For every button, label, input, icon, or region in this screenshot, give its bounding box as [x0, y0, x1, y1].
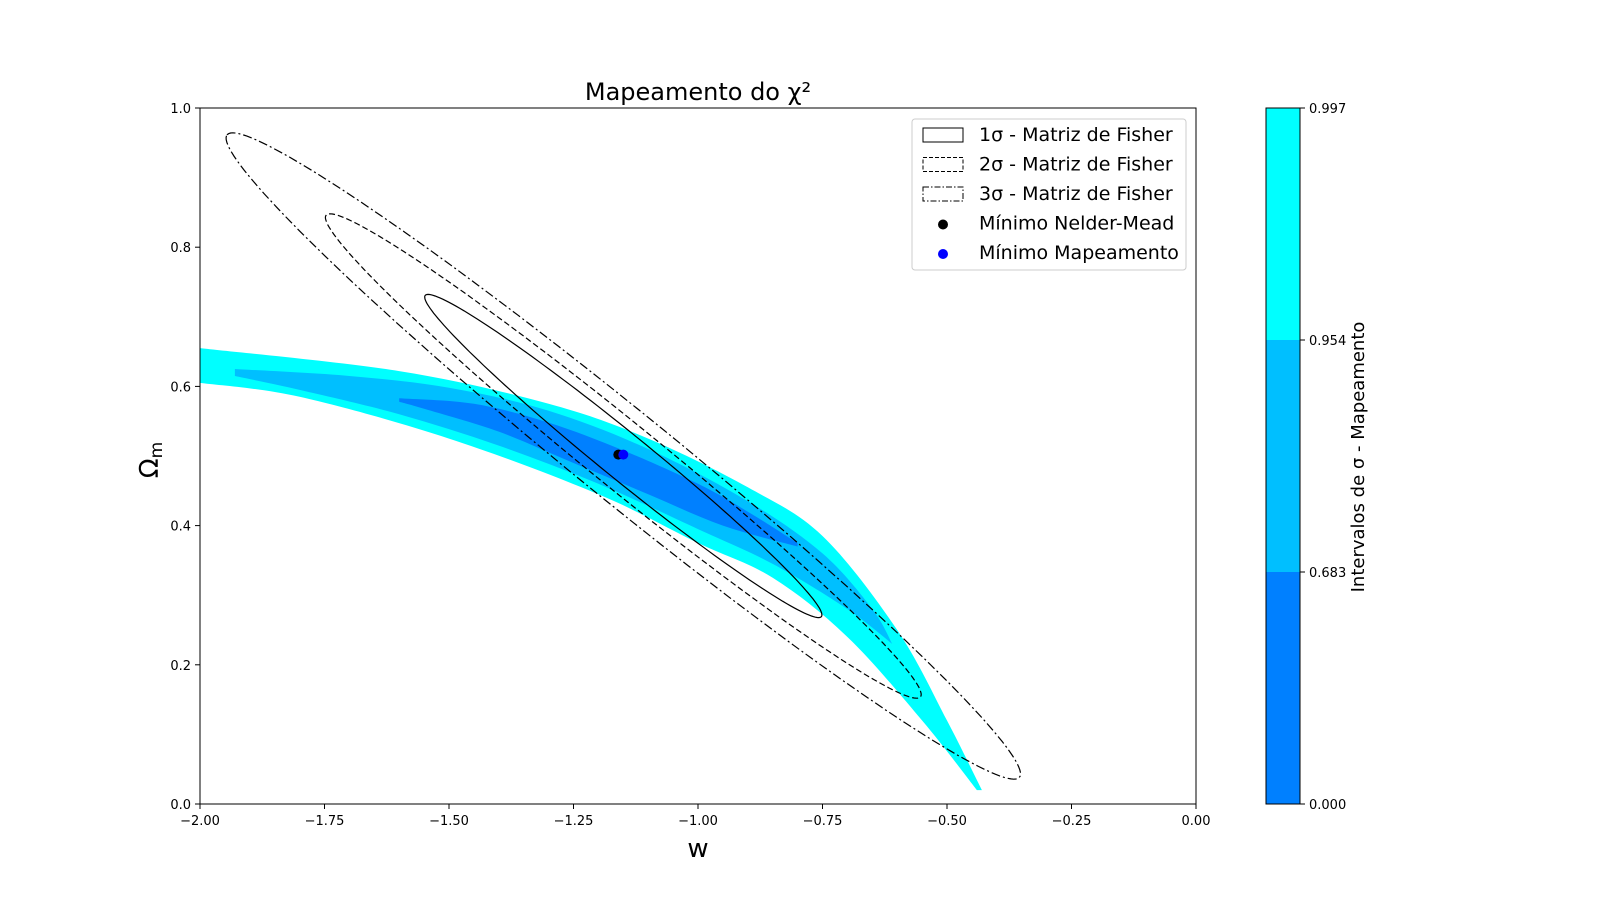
legend-box — [911, 118, 1187, 271]
y-tick-label: 0.4 — [170, 520, 191, 535]
x-tick-label: −1.75 — [305, 814, 345, 829]
legend-marker-4 — [938, 219, 948, 230]
colorbar-band-2 — [1266, 340, 1300, 572]
legend-label: Mínimo Nelder-Mead — [979, 213, 1174, 235]
colorbar-label: Intervalos de σ - Mapeamento — [1348, 322, 1369, 593]
y-tick-label: 0.8 — [170, 241, 191, 256]
mapping-minimum-point — [618, 449, 629, 460]
fisher-ellipses — [225, 132, 1022, 780]
y-tick-label: 0.0 — [170, 798, 191, 813]
legend-marker-5 — [938, 249, 948, 259]
fisher-ellipse-3sigma — [225, 132, 1022, 780]
colorbar-tick-label: 0.997 — [1309, 102, 1346, 117]
minimum-points — [613, 449, 629, 460]
x-axis-ticks: −2.00 −1.75 −1.50 −1.25 −1.00 −0.75 −0.50 −0.25… — [180, 804, 1210, 829]
y-tick-label: 1.0 — [170, 102, 191, 117]
y-axis-label: Ωm — [135, 442, 167, 478]
legend-swatch-3sigma — [922, 186, 964, 202]
y-axis-label-subscript: m — [147, 442, 167, 459]
y-axis-ticks: 0.0 0.2 0.4 0.6 0.8 1.0 — [170, 102, 200, 813]
x-axis-label: w — [687, 834, 708, 864]
y-tick-label: 0.6 — [170, 380, 191, 395]
fisher-ellipse-1sigma — [424, 293, 823, 619]
y-tick-label: 0.2 — [170, 659, 191, 674]
colorbar-frame — [1265, 107, 1301, 805]
fisher-ellipse-2sigma — [324, 213, 922, 699]
contour-region-2 — [234, 369, 893, 644]
colorbar: 0.000 0.683 0.954 0.997 — [1265, 102, 1346, 813]
legend-label: 2σ - Matriz de Fisher — [979, 154, 1173, 176]
x-tick-label: −1.00 — [678, 814, 718, 829]
legend-label: 3σ - Matriz de Fisher — [979, 183, 1173, 205]
x-tick-label: −1.25 — [554, 814, 594, 829]
plot-area: −2.00 −1.75 −1.50 −1.25 −1.00 −0.75 −0.50 −0.25… — [170, 102, 1210, 829]
colorbar-tick-label: 0.954 — [1309, 334, 1346, 349]
legend-label: 1σ - Matriz de Fisher — [979, 124, 1173, 146]
x-tick-label: −0.75 — [803, 814, 843, 829]
legend-label: Mínimo Mapeamento — [979, 242, 1179, 264]
y-axis-label-main: Ω — [135, 458, 165, 478]
colorbar-tick-label: 0.683 — [1309, 566, 1346, 581]
y-axis-label-group: Ωm — [135, 442, 167, 478]
x-tick-label: −0.25 — [1052, 814, 1092, 829]
x-tick-label: −0.50 — [927, 814, 967, 829]
x-tick-label: −1.50 — [429, 814, 469, 829]
sigma-contours — [200, 348, 982, 791]
legend: 1σ - Matriz de Fisher 2σ - Matriz de Fish… — [911, 118, 1187, 271]
colorbar-band-1 — [1266, 572, 1300, 804]
contour-region-3 — [399, 398, 798, 547]
x-tick-label: −2.00 — [180, 814, 220, 829]
contour-region-1 — [200, 348, 982, 791]
chart-title: Mapeamento do χ² — [585, 78, 811, 106]
legend-items: 1σ - Matriz de Fisher 2σ - Matriz de Fish… — [922, 124, 1179, 264]
legend-swatch-2sigma — [922, 157, 964, 172]
colorbar-tick-label: 0.000 — [1309, 798, 1346, 813]
colorbar-band-3 — [1266, 108, 1300, 340]
x-tick-label: 0.00 — [1182, 814, 1211, 829]
legend-swatch-1sigma — [922, 127, 964, 143]
